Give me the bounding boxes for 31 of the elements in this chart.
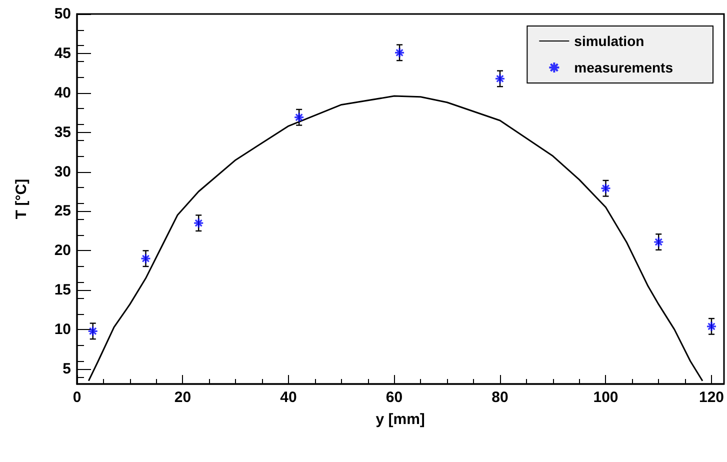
y-tick-label: 15 [54, 282, 71, 299]
x-tick-label: 120 [698, 389, 724, 406]
y-tick-label: 30 [54, 163, 71, 180]
point [140, 253, 152, 264]
x-tick-label: 40 [280, 389, 297, 406]
x-tick-label: 100 [593, 389, 618, 406]
point [88, 326, 98, 336]
point [394, 47, 405, 58]
point [706, 321, 717, 332]
y-axis-title: T [°C] [13, 178, 30, 220]
x-axis-title: y [mm] [376, 411, 425, 428]
y-tick-label: 45 [54, 44, 71, 62]
y-tick-label: 35 [54, 124, 71, 141]
y-tick-label: 10 [54, 321, 71, 338]
x-tick-label: 0 [72, 389, 82, 406]
point [653, 236, 664, 248]
point [600, 183, 612, 194]
x-tick-label: 80 [492, 389, 508, 406]
y-tick-label: 5 [62, 360, 71, 378]
legend-label: simulation [574, 33, 644, 49]
x-tick-label: 20 [174, 389, 192, 406]
y-tick-label: 40 [54, 84, 71, 102]
point [494, 73, 506, 84]
y-tick-label: 20 [54, 242, 71, 260]
x-tick-label: 60 [386, 389, 403, 406]
line-series [88, 95, 704, 382]
y-tick-label: 50 [54, 6, 71, 22]
point [294, 112, 304, 123]
point [193, 218, 204, 228]
y-tick-label: 25 [54, 202, 71, 220]
legend-label: measurements [574, 60, 674, 76]
